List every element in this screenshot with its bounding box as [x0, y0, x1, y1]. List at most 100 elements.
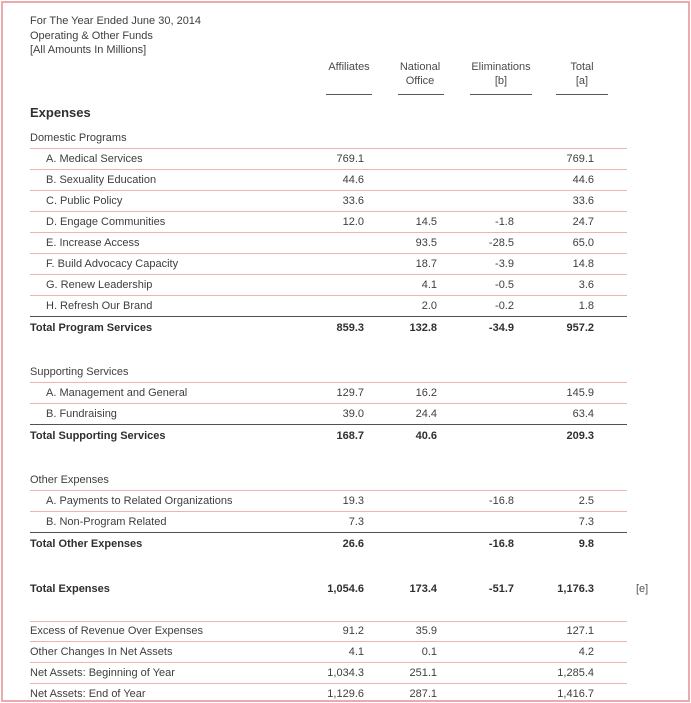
- group-domestic-programs: Domestic Programs: [30, 129, 627, 149]
- row-label: A. Management and General: [46, 386, 188, 399]
- row-label: C. Public Policy: [46, 194, 123, 207]
- cell-affiliates: 7.3: [348, 515, 364, 528]
- row-label: B. Sexuality Education: [46, 173, 157, 186]
- cell-affiliates: 33.6: [342, 194, 364, 207]
- cell-national-office: 132.8: [409, 321, 437, 334]
- row-label: B. Non-Program Related: [46, 515, 167, 528]
- row-total-supporting-services: Total Supporting Services 168.7 40.6 209.3: [30, 425, 627, 447]
- cell-eliminations: -16.8: [488, 537, 514, 550]
- cell-affiliates: 1,054.6: [327, 582, 364, 595]
- cell-total: 1,176.3: [557, 582, 594, 595]
- row-label: Total Expenses: [30, 582, 110, 595]
- row-management-and-general: A. Management and General 129.7 16.2 145.9: [30, 383, 627, 404]
- row-other-changes-net-assets: Other Changes In Net Assets 4.1 0.1 4.2: [30, 642, 627, 663]
- cell-total: 1.8: [578, 299, 594, 312]
- row-label: Other Changes In Net Assets: [30, 645, 173, 658]
- header-rule-national-office: [398, 93, 444, 95]
- row-label: G. Renew Leadership: [46, 278, 153, 291]
- row-label: Total Supporting Services: [30, 429, 166, 442]
- cell-national-office: 287.1: [409, 687, 437, 700]
- cell-total: 2.5: [578, 494, 594, 507]
- row-fundraising: B. Fundraising 39.0 24.4 63.4: [30, 404, 627, 425]
- section-spacer: [30, 555, 627, 578]
- expenses-table: Domestic Programs A. Medical Services 769.…: [30, 129, 648, 701]
- group-other-expenses: Other Expenses: [30, 471, 627, 491]
- cell-national-office: 16.2: [415, 386, 437, 399]
- cell-total: 4.2: [578, 645, 594, 658]
- cell-eliminations: -51.7: [488, 582, 514, 595]
- row-excess-of-revenue: Excess of Revenue Over Expenses 91.2 35.9 1…: [30, 620, 627, 642]
- row-label: Excess of Revenue Over Expenses: [30, 625, 204, 637]
- cell-affiliates: 129.7: [336, 386, 364, 399]
- cell-national-office: 93.5: [415, 236, 437, 249]
- cell-total: 1,416.7: [557, 687, 594, 700]
- header-rule-affiliates: [326, 93, 372, 95]
- row-public-policy: C. Public Policy 33.6 33.6: [30, 191, 627, 212]
- cell-national-office: 251.1: [409, 666, 437, 679]
- report-units-note: [All Amounts In Millions]: [30, 44, 147, 56]
- cell-total: 44.6: [572, 173, 594, 186]
- row-engage-communities: D. Engage Communities 12.0 14.5 -1.8 24.7: [30, 212, 627, 233]
- row-label: Total Other Expenses: [30, 537, 143, 550]
- cell-national-office: 18.7: [415, 257, 437, 270]
- cell-total: 33.6: [572, 194, 594, 207]
- cell-national-office: 35.9: [415, 625, 437, 637]
- cell-national-office: 24.4: [415, 407, 437, 420]
- cell-total: 65.0: [572, 236, 594, 249]
- section-title-expenses: Expenses: [30, 104, 91, 120]
- row-label: H. Refresh Our Brand: [46, 299, 153, 312]
- cell-total: 3.6: [578, 278, 594, 291]
- row-total-program-services: Total Program Services 859.3 132.8 -34.9 957…: [30, 317, 627, 339]
- cell-affiliates: 26.6: [342, 537, 364, 550]
- cell-total: 63.4: [572, 407, 594, 420]
- row-label: D. Engage Communities: [46, 215, 166, 228]
- row-increase-access: E. Increase Access 93.5 -28.5 65.0: [30, 233, 627, 254]
- report-period: For The Year Ended June 30, 2014: [30, 15, 202, 27]
- row-medical-services: A. Medical Services 769.1 769.1: [30, 149, 627, 170]
- section-spacer: [30, 339, 627, 363]
- row-payments-to-related-organizations: A. Payments to Related Organizations 19.3…: [30, 491, 627, 512]
- row-label: A. Payments to Related Organizations: [46, 494, 233, 507]
- cell-affiliates: 1,129.6: [327, 687, 364, 700]
- cell-national-office: 4.1: [421, 278, 437, 291]
- cell-affiliates: 19.3: [342, 494, 364, 507]
- row-label: Total Program Services: [30, 321, 153, 334]
- row-label: Net Assets: Beginning of Year: [30, 666, 175, 679]
- report-header: For The Year Ended June 30, 2014 Operati…: [30, 14, 688, 58]
- cell-total: 209.3: [566, 429, 594, 442]
- row-label: Supporting Services: [30, 366, 129, 378]
- cell-total: 9.8: [578, 537, 594, 550]
- column-header-eliminations: Eliminations [b]: [471, 60, 531, 87]
- cell-affiliates: 859.3: [336, 321, 364, 334]
- row-label: E. Increase Access: [46, 236, 140, 249]
- cell-total: 957.2: [566, 321, 594, 334]
- column-header-national-office: National Office: [399, 60, 441, 87]
- row-net-assets-end: Net Assets: End of Year 1,129.6 287.1 1,416…: [30, 684, 627, 701]
- cell-total: 769.1: [566, 152, 594, 165]
- cell-national-office: 0.1: [421, 645, 437, 658]
- cell-affiliates: 91.2: [342, 625, 364, 637]
- row-label: F. Build Advocacy Capacity: [46, 257, 179, 270]
- cell-affiliates: 12.0: [342, 215, 364, 228]
- cell-national-office: 14.5: [415, 215, 437, 228]
- footnote-ref: [e]: [636, 582, 649, 595]
- cell-affiliates: 168.7: [336, 429, 364, 442]
- row-label: Other Expenses: [30, 474, 109, 486]
- row-total-expenses: Total Expenses 1,054.6 173.4 -51.7 1,176.3 [e…: [30, 578, 648, 600]
- cell-affiliates: 1,034.3: [327, 666, 364, 679]
- section-spacer: [30, 447, 627, 471]
- header-rule-total: [556, 93, 608, 95]
- group-supporting-services: Supporting Services: [30, 363, 627, 383]
- row-total-other-expenses: Total Other Expenses 26.6 -16.8 9.8: [30, 533, 627, 555]
- cell-eliminations: -28.5: [488, 236, 514, 249]
- cell-national-office: 173.4: [409, 582, 437, 595]
- cell-national-office: 40.6: [415, 429, 437, 442]
- column-header-total: Total [a]: [570, 60, 594, 87]
- cell-total: 7.3: [578, 515, 594, 528]
- cell-eliminations: -0.2: [495, 299, 514, 312]
- cell-eliminations: -1.8: [495, 215, 514, 228]
- cell-affiliates: 769.1: [336, 152, 364, 165]
- cell-affiliates: 44.6: [342, 173, 364, 186]
- row-net-assets-beginning: Net Assets: Beginning of Year 1,034.3 251.…: [30, 663, 627, 684]
- row-label: B. Fundraising: [46, 407, 117, 420]
